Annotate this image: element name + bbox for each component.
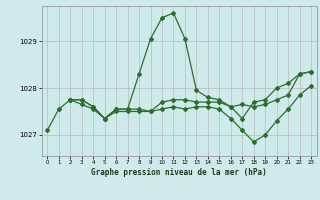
X-axis label: Graphe pression niveau de la mer (hPa): Graphe pression niveau de la mer (hPa) bbox=[91, 168, 267, 177]
